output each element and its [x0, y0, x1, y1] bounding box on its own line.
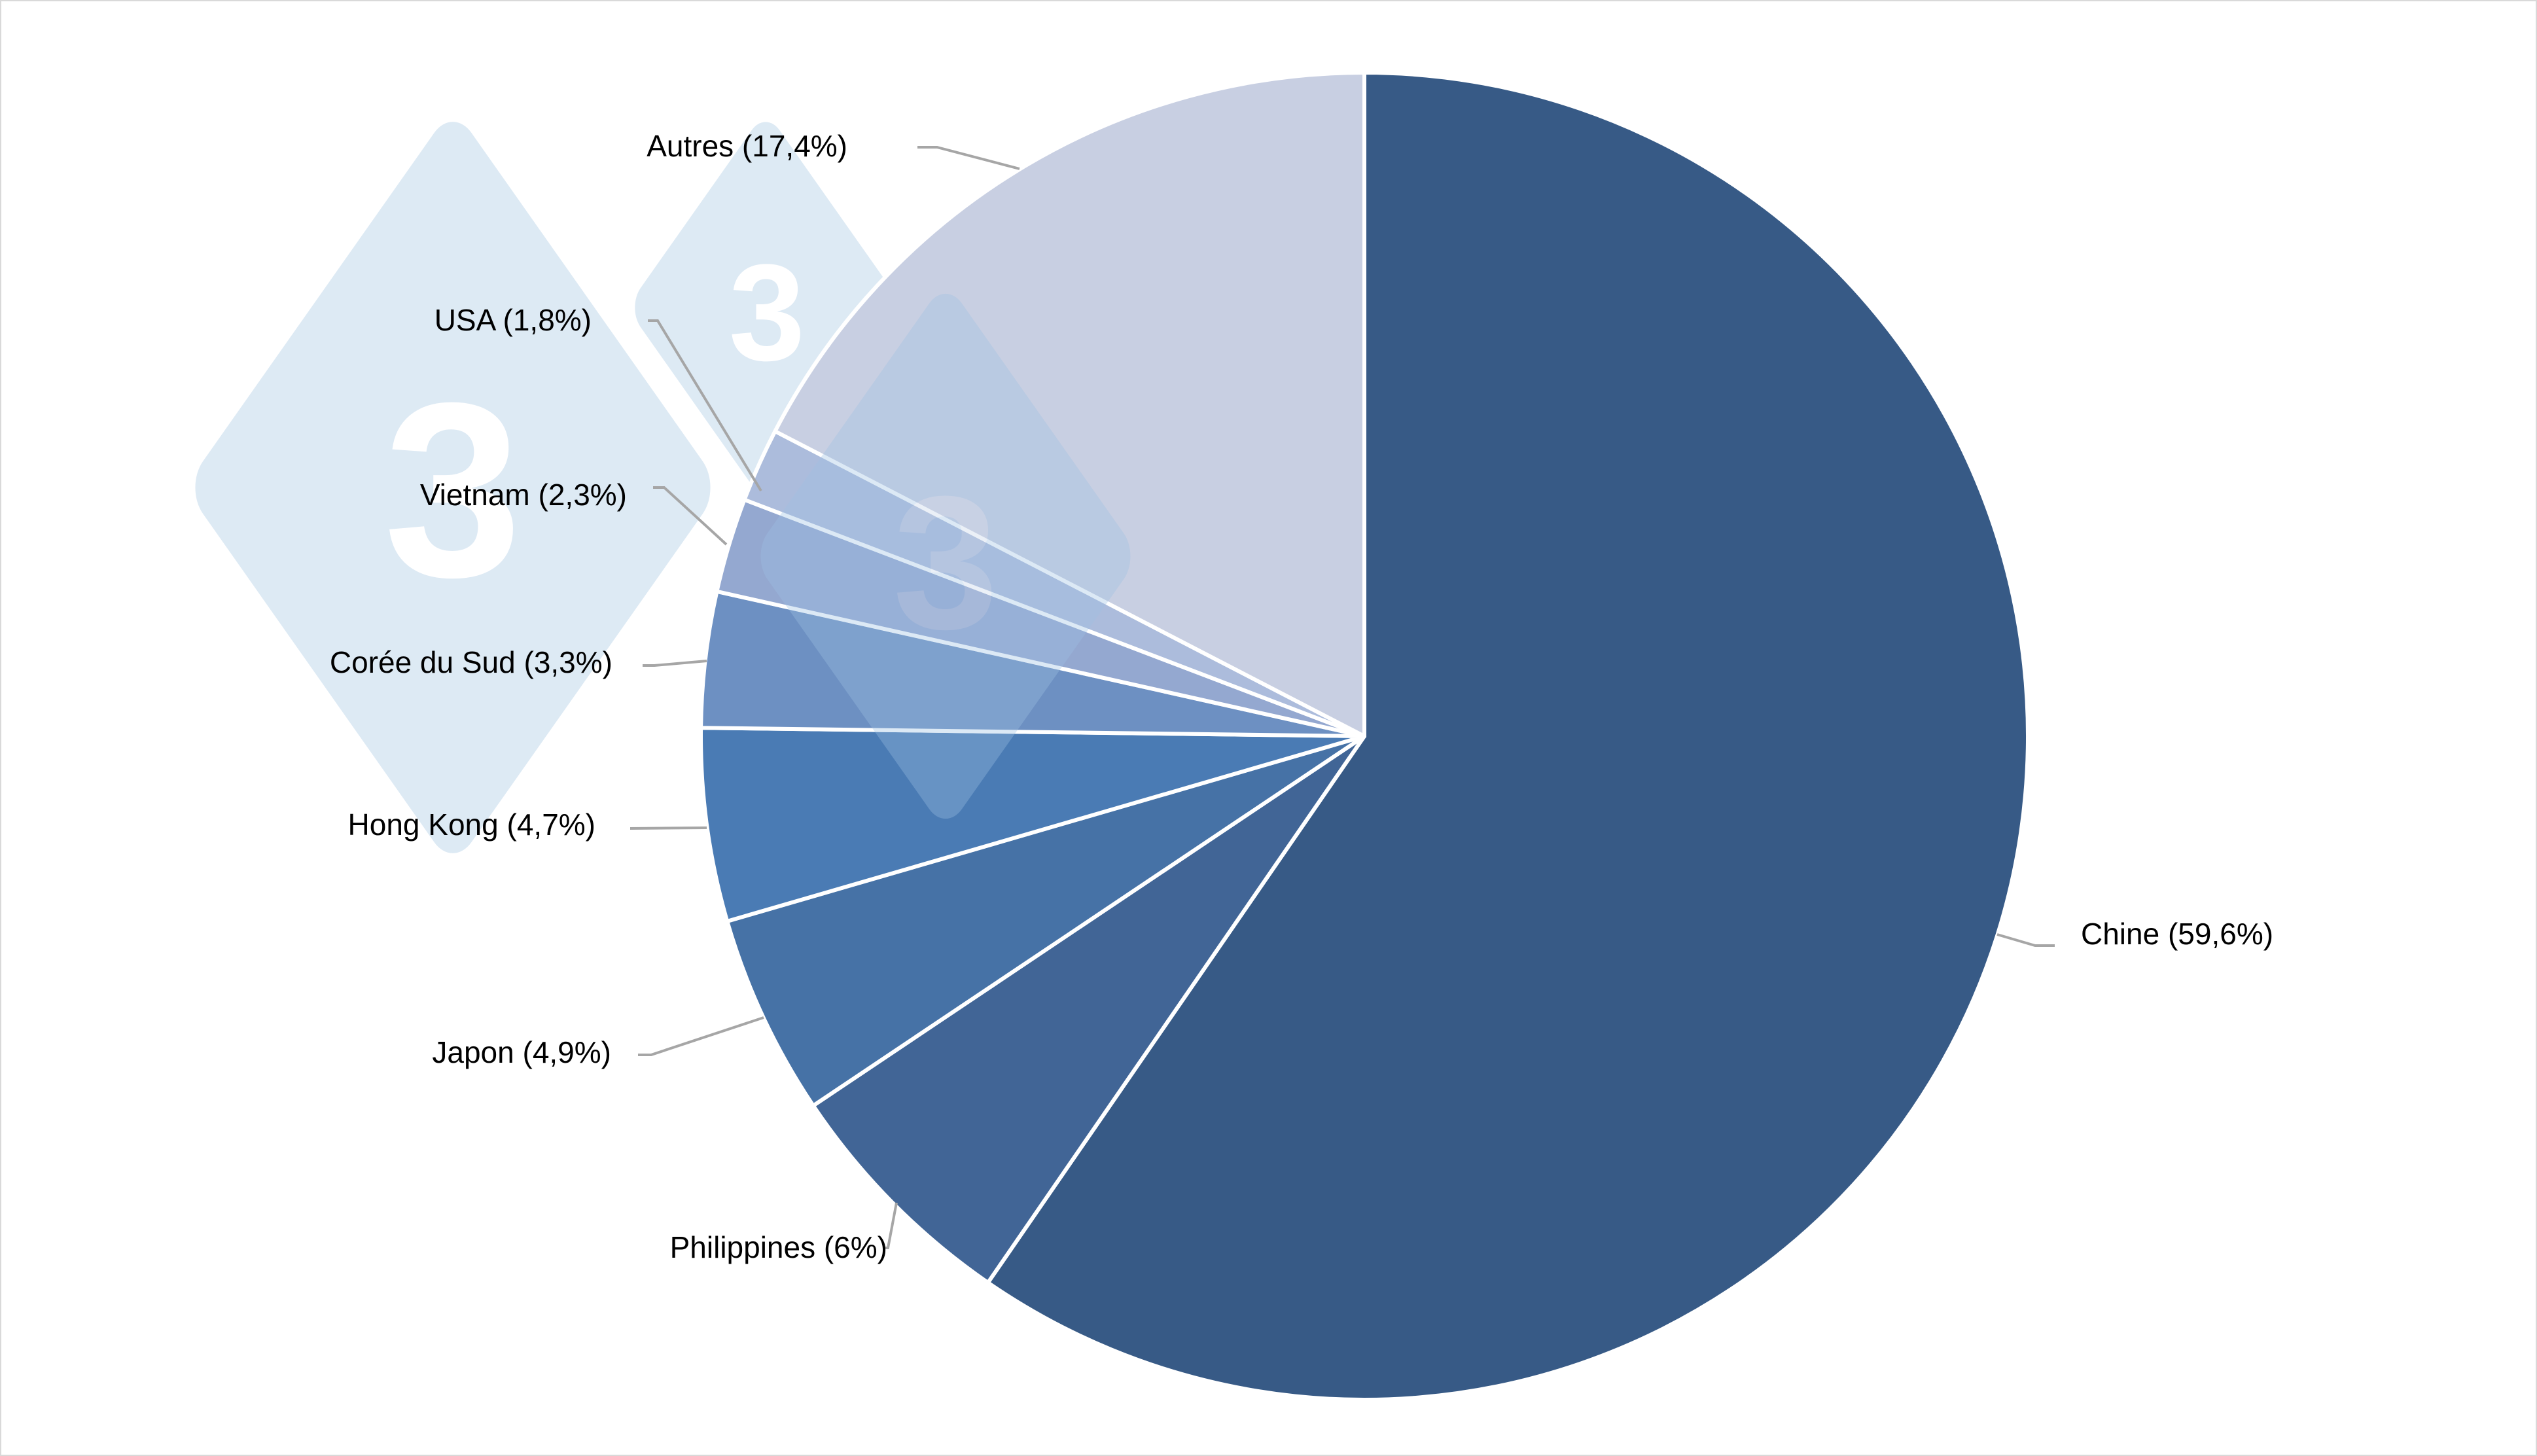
leader-lines [630, 146, 2055, 1249]
label-philippines: Philippines (6%) [670, 1230, 887, 1264]
leader-line-japon [638, 1016, 764, 1056]
svg-text:3: 3 [383, 351, 522, 629]
leader-line-chine [1996, 933, 2055, 947]
pie-slices [699, 71, 2030, 1402]
leader-line-autres [917, 146, 1020, 170]
label-autres: Autres (17,4%) [647, 129, 847, 163]
pie-slice-chine [985, 71, 2030, 1402]
label-chine: Chine (59,6%) [2081, 917, 2273, 951]
leader-line-philippines [883, 1202, 898, 1249]
label-vietnam: Vietnam (2,3%) [420, 478, 627, 512]
leader-line-coree [643, 660, 707, 667]
watermark-diamond-over-pie: 3 [760, 293, 1131, 819]
leader-line-vietnam [653, 486, 728, 546]
leader-line-usa [648, 319, 762, 492]
data-labels: Autres (17,4%) USA (1,8%) Vietnam (2,3%)… [330, 129, 2273, 1264]
label-japon: Japon (4,9%) [432, 1035, 611, 1069]
label-usa: USA (1,8%) [435, 303, 592, 337]
label-coree-du-sud: Corée du Sud (3,3%) [330, 645, 612, 679]
svg-text:3: 3 [893, 457, 998, 669]
watermark-logos: 3 3 [195, 122, 896, 853]
svg-text:3: 3 [729, 236, 806, 389]
pie-slice-philippines [811, 734, 1366, 1285]
pie-slice-hong-kong [699, 726, 1366, 923]
watermark-diamond-large: 3 [195, 122, 711, 853]
pie-slice-autres [773, 71, 1366, 738]
label-hong-kong: Hong Kong (4,7%) [348, 808, 595, 842]
